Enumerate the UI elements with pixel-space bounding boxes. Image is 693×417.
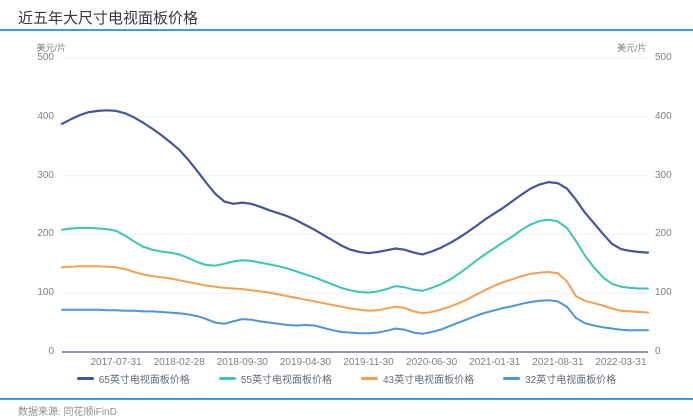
y-axis-tick-right-500: 500	[655, 52, 672, 63]
y-axis-tick-right-200: 200	[655, 228, 672, 240]
data-source-label: 数据来源: 同花顺iFinD	[18, 407, 117, 417]
y-axis-tick-left-200: 200	[37, 228, 54, 240]
y-axis-tick-right-300: 300	[655, 169, 672, 181]
x-axis-tick-2019-04-30: 2019-04-30	[279, 357, 331, 368]
legend-dash-icon	[503, 377, 521, 380]
footer-divider	[0, 398, 693, 400]
series-line-55英寸电视面板价格	[61, 218, 649, 294]
legend-item-32英寸电视面板价格[interactable]: 32英寸电视面板价格	[503, 371, 616, 386]
legend-label: 43英寸电视面板价格	[383, 375, 475, 386]
legend-dash-icon	[76, 377, 94, 380]
x-axis-tick-2018-02-28: 2018-02-28	[153, 357, 205, 368]
y-axis-tick-left-100: 100	[37, 287, 54, 299]
legend-label: 32英寸电视面板价格	[525, 375, 617, 386]
x-axis-tick-2018-09-30: 2018-09-30	[216, 357, 268, 368]
title-divider	[0, 29, 693, 31]
legend-item-55英寸电视面板价格[interactable]: 55英寸电视面板价格	[218, 371, 332, 386]
series-line-65英寸电视面板价格	[60, 109, 650, 256]
x-axis-tick-2020-06-30: 2020-06-30	[406, 357, 458, 368]
x-axis-tick-2017-07-31: 2017-07-31	[90, 357, 142, 368]
x-axis-tick-2019-11-30: 2019-11-30	[343, 357, 394, 368]
legend-item-65英寸电视面板价格[interactable]: 65英寸电视面板价格	[76, 371, 190, 386]
y-axis-tick-left-400: 400	[37, 110, 54, 122]
x-axis-tick-2021-08-31: 2021-08-31	[532, 357, 584, 368]
line-chart: 美元/片 美元/片 0 0 100 100 200 200 300 300 400 400 500 5…	[0, 31, 693, 371]
y-axis-tick-right-100: 100	[655, 287, 672, 299]
y-axis-unit-left: 美元/片	[36, 43, 66, 53]
page-title: 近五年大尺寸电视面板价格	[18, 10, 199, 27]
y-axis-unit-right: 美元/片	[617, 43, 647, 53]
legend-label: 55英寸电视面板价格	[240, 375, 332, 386]
legend-item-43英寸电视面板价格[interactable]: 43英寸电视面板价格	[361, 371, 474, 386]
y-axis-tick-left-0: 0	[48, 346, 54, 357]
y-axis-tick-right-0: 0	[655, 346, 661, 357]
y-axis-tick-left-500: 500	[37, 52, 54, 63]
legend-dash-icon	[361, 377, 378, 380]
x-axis-tick-2021-01-31: 2021-01-31	[469, 357, 521, 368]
legend-label: 65英寸电视面板价格	[98, 375, 190, 386]
series-line-43英寸电视面板价格	[61, 265, 649, 315]
y-axis-tick-right-400: 400	[655, 110, 672, 122]
series-line-32英寸电视面板价格	[61, 299, 649, 335]
x-axis-tick-2022-03-31: 2022-03-31	[595, 357, 647, 368]
y-axis-tick-left-300: 300	[37, 169, 54, 181]
plot-area	[60, 57, 650, 353]
legend-dash-icon	[218, 377, 236, 380]
chart-legend: 65英寸电视面板价格 55英寸电视面板价格 43英寸电视面板价格 32英寸电视面板价格	[0, 371, 693, 386]
